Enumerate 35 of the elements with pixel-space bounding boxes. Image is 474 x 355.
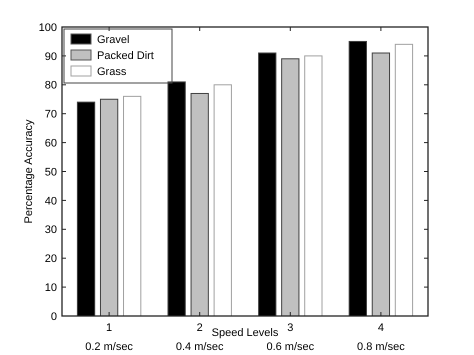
y-tick-label: 10 bbox=[44, 282, 57, 294]
bar bbox=[394, 44, 414, 316]
y-tick-label: 100 bbox=[38, 22, 57, 34]
y-tick-label: 30 bbox=[44, 224, 57, 236]
legend-label: Packed Dirt bbox=[97, 50, 154, 62]
bar bbox=[281, 58, 300, 316]
bar bbox=[348, 40, 367, 316]
bar bbox=[214, 84, 232, 316]
bar bbox=[123, 96, 142, 316]
bar bbox=[372, 52, 390, 316]
x-tick-label: 4 bbox=[378, 322, 384, 334]
legend-label: Gravel bbox=[97, 34, 130, 46]
y-axis-title: Percentage Accuracy bbox=[23, 119, 35, 224]
y-tick-label: 40 bbox=[44, 195, 57, 208]
y-tick-label: 20 bbox=[44, 253, 57, 266]
x-axis-title: Speed Levels bbox=[212, 327, 279, 339]
bar bbox=[304, 55, 323, 316]
x-tick-label: 3 bbox=[287, 322, 294, 334]
text: 0.4 m/sec bbox=[176, 341, 224, 353]
y-tick-label: 80 bbox=[44, 80, 57, 92]
y-tick-label: 50 bbox=[44, 166, 57, 178]
y-tick-label: 60 bbox=[44, 137, 57, 150]
bar bbox=[258, 52, 276, 316]
bar bbox=[100, 98, 118, 316]
text: 0.8 m/sec bbox=[357, 341, 406, 353]
bar bbox=[190, 92, 209, 316]
legend-label: Grass bbox=[97, 66, 127, 78]
x-tick-label: 2 bbox=[196, 322, 203, 334]
x-tick-label: 1 bbox=[106, 322, 112, 334]
y-tick-label: 0 bbox=[50, 310, 57, 323]
y-tick-label: 90 bbox=[44, 50, 57, 63]
y-tick-label: 70 bbox=[44, 108, 57, 121]
text: 0.6 m/sec bbox=[266, 341, 315, 353]
bar bbox=[76, 102, 96, 316]
text: 0.2 m/sec bbox=[85, 341, 134, 353]
